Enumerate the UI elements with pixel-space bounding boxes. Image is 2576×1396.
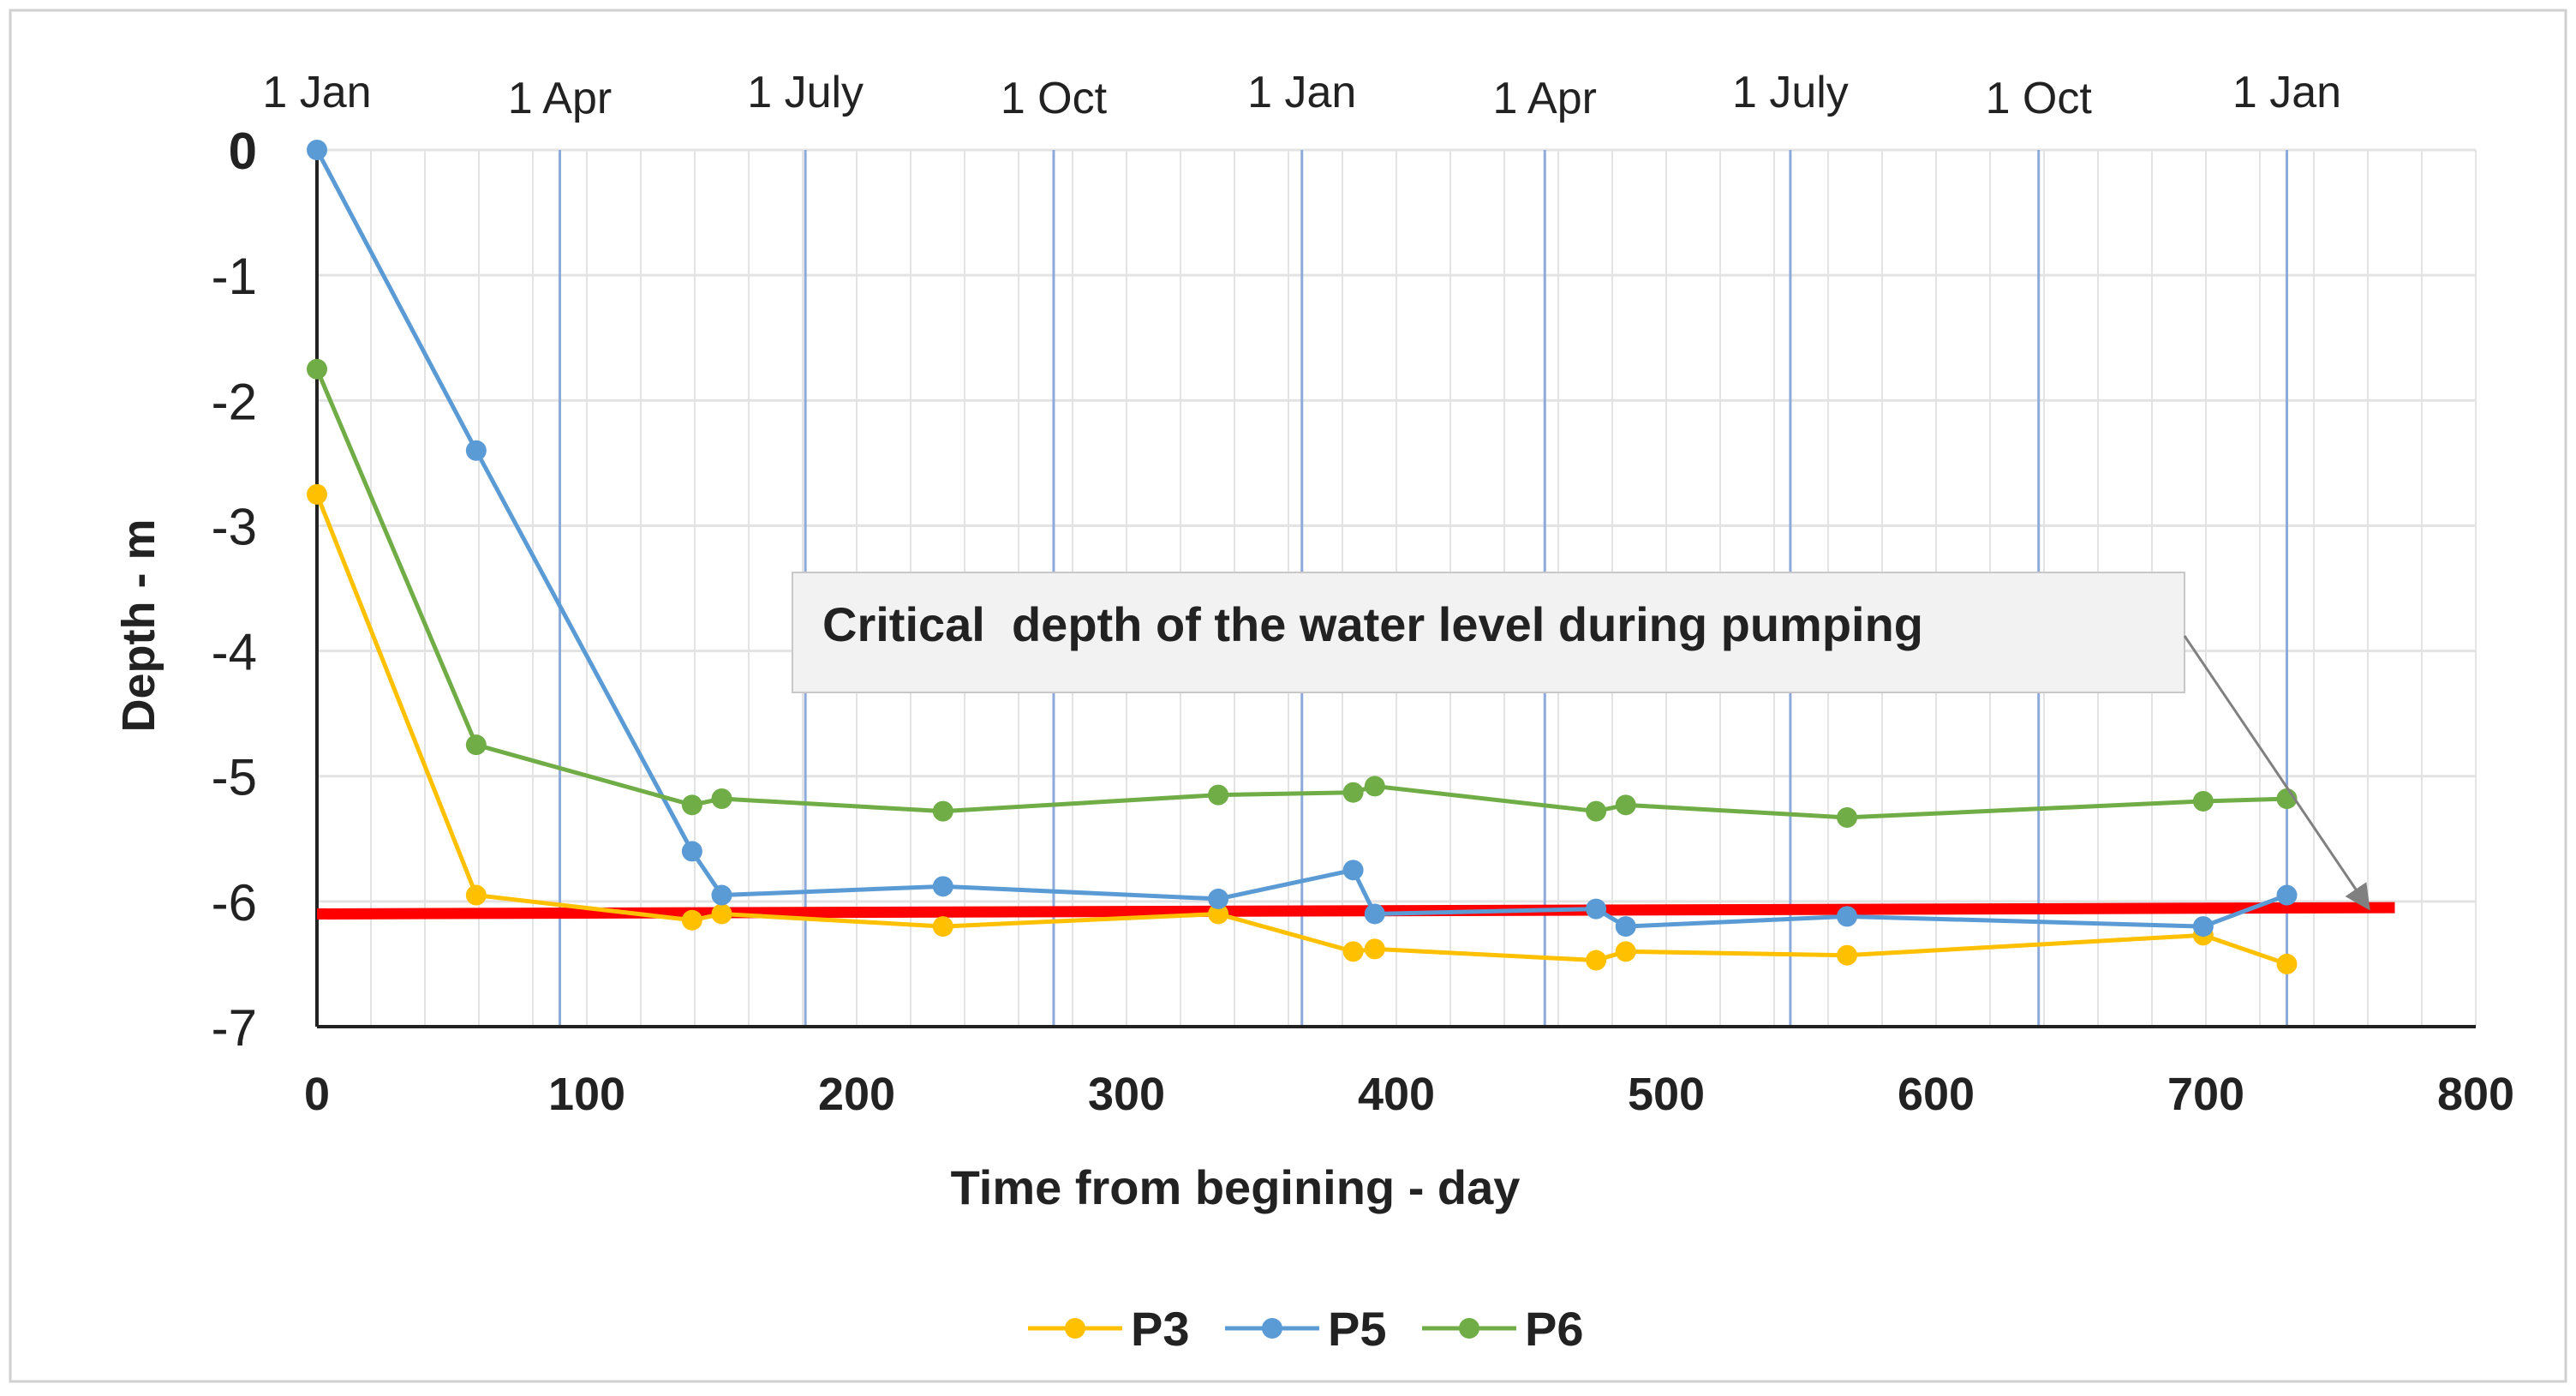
data-point-p3	[1342, 941, 1364, 962]
critical-depth-line-group	[316, 902, 2395, 920]
y-tick-label: -3	[212, 498, 257, 555]
x-tick-label: 800	[2437, 1069, 2514, 1120]
legend-marker-p6	[1459, 1318, 1479, 1339]
data-point-p3	[932, 916, 953, 938]
data-point-p6	[681, 794, 702, 816]
data-point-p5	[1837, 906, 1858, 927]
axes: 0 -1 -2 -3 -4 -5 -6 -7 0 100 200 300 400 500 600 700 800	[212, 123, 2514, 1120]
data-point-p3	[1837, 944, 1858, 966]
x-tick-label: 0	[304, 1069, 330, 1120]
y-tick-label: -1	[212, 248, 257, 305]
critical-depth-line	[316, 902, 2395, 920]
data-point-p5	[465, 440, 487, 461]
month-marker-label: 1 Jan	[262, 68, 371, 117]
data-point-p5	[1615, 916, 1636, 938]
data-point-p6	[2192, 790, 2214, 812]
annotation-text: Critical depth of the water level during…	[822, 597, 1923, 651]
data-point-p5	[307, 140, 327, 160]
data-point-p5	[932, 876, 953, 897]
data-point-p6	[1364, 776, 1385, 797]
legend-label-p6: P6	[1525, 1302, 1584, 1356]
data-point-p6	[711, 788, 732, 810]
y-tick-label: -7	[212, 999, 257, 1057]
data-point-p5	[711, 884, 732, 906]
month-marker-label: 1 Oct	[1986, 74, 2093, 123]
x-tick-label: 400	[1358, 1069, 1435, 1120]
x-axis-label: Time from begining - day	[951, 1160, 1521, 1214]
month-marker-label: 1 July	[1732, 68, 1849, 117]
data-point-p3	[1364, 938, 1385, 960]
legend: P3 P5 P6	[1028, 1302, 1584, 1356]
data-point-p5	[1586, 898, 1607, 920]
x-tick-label: 500	[1628, 1069, 1705, 1120]
y-tick-label: -6	[212, 874, 257, 932]
legend-label-p5: P5	[1328, 1302, 1387, 1356]
data-point-p6	[307, 358, 327, 380]
x-tick-label: 700	[2167, 1069, 2244, 1120]
month-marker-label: 1 July	[747, 68, 864, 117]
legend-label-p3: P3	[1131, 1302, 1190, 1356]
y-tick-label: -4	[212, 624, 257, 681]
data-point-p6	[1837, 806, 1858, 828]
data-point-p3	[1586, 950, 1607, 971]
data-point-p6	[1342, 782, 1364, 803]
month-markers: 1 Jan 1 Apr 1 July 1 Oct 1 Jan 1 Apr 1 July 1 O…	[262, 68, 2341, 1027]
y-axis-label: Depth - m	[113, 519, 164, 733]
data-point-p6	[1615, 794, 1636, 816]
data-point-p6	[932, 800, 953, 822]
y-tick-label: 0	[229, 123, 257, 180]
data-point-p3	[307, 483, 327, 505]
annotation-arrow	[2183, 635, 2370, 911]
data-point-p3	[1208, 903, 1229, 925]
month-marker-label: 1 Apr	[508, 74, 612, 123]
critical-depth-annotation: Critical depth of the water level during…	[792, 572, 2370, 911]
x-tick-label: 100	[548, 1069, 625, 1120]
month-marker-label: 1 Jan	[1247, 68, 1356, 117]
data-point-p5	[2192, 916, 2214, 938]
data-point-p3	[711, 903, 732, 925]
data-point-p3	[1615, 941, 1636, 962]
month-marker-label: 1 Apr	[1493, 74, 1597, 123]
data-point-p6	[1586, 800, 1607, 822]
data-point-p5	[1342, 860, 1364, 881]
month-marker-label: 1 Jan	[2232, 68, 2341, 117]
x-tick-label: 200	[818, 1069, 895, 1120]
series-layer	[307, 140, 2298, 974]
data-point-p6	[1208, 784, 1229, 806]
data-point-p5	[1208, 888, 1229, 909]
annotation-box	[792, 572, 2185, 693]
data-point-p3	[465, 884, 487, 906]
legend-marker-p3	[1065, 1318, 1085, 1339]
legend-marker-p5	[1262, 1318, 1282, 1339]
x-tick-label: 300	[1088, 1069, 1165, 1120]
data-point-p6	[465, 734, 487, 756]
data-point-p5	[1364, 903, 1385, 925]
y-tick-label: -5	[212, 749, 257, 806]
x-tick-label: 600	[1898, 1069, 1975, 1120]
data-point-p3	[2276, 953, 2298, 974]
month-marker-label: 1 Oct	[1001, 74, 1108, 123]
data-point-p3	[681, 909, 702, 931]
y-tick-label: -2	[212, 373, 257, 430]
data-point-p5	[2276, 884, 2298, 906]
data-point-p5	[681, 841, 702, 862]
